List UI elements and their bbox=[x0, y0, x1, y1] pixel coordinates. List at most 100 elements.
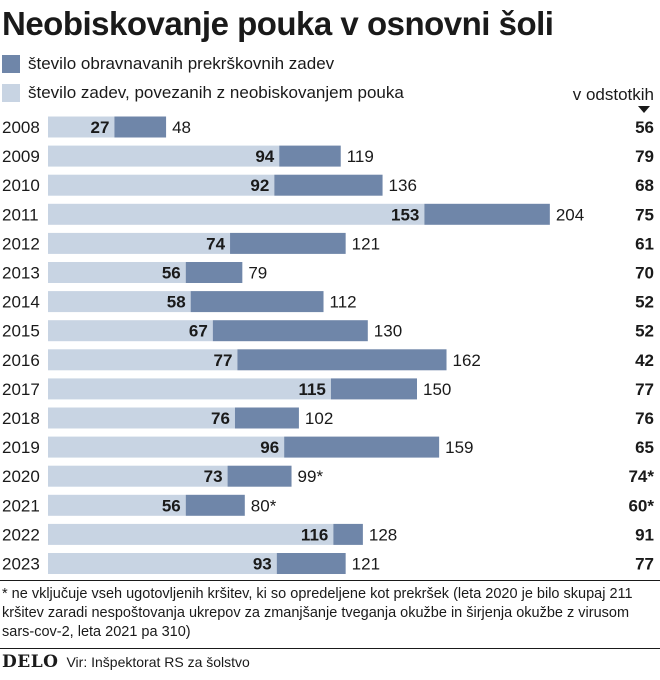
percent-value: 77 bbox=[635, 555, 654, 574]
bar-light bbox=[48, 378, 331, 400]
bar-dark bbox=[330, 378, 417, 400]
bar-dark-value: 159 bbox=[445, 438, 473, 457]
year-label: 2019 bbox=[2, 438, 40, 457]
bar-light bbox=[48, 203, 425, 225]
year-label: 2015 bbox=[2, 322, 40, 341]
bar-dark bbox=[185, 262, 243, 283]
bar-dark bbox=[274, 174, 383, 196]
bar-dark-value: 102 bbox=[305, 409, 333, 428]
percent-header-arrow-icon bbox=[638, 106, 650, 113]
year-label: 2021 bbox=[2, 496, 40, 515]
year-label: 2023 bbox=[2, 555, 40, 574]
year-label: 2020 bbox=[2, 467, 40, 486]
bar-dark-value: 150 bbox=[423, 380, 451, 399]
legend-label-light: število zadev, povezanih z neobiskovanje… bbox=[28, 83, 404, 102]
source-note: Vir: Inšpektorat RS za šolstvo bbox=[66, 654, 250, 670]
percent-value: 79 bbox=[635, 147, 654, 166]
percent-value: 60* bbox=[628, 496, 654, 515]
bar-light bbox=[48, 465, 228, 487]
year-label: 2016 bbox=[2, 351, 40, 370]
year-label: 2011 bbox=[2, 205, 39, 224]
percent-value: 52 bbox=[635, 293, 654, 312]
bar-dark bbox=[190, 291, 324, 313]
bar-light-value: 77 bbox=[213, 351, 232, 370]
bar-light bbox=[48, 116, 115, 138]
bar-dark bbox=[237, 349, 447, 371]
bar-chart: 2008 27 48 56 2009 94 119 79 2010 92 136 68 2011 153 2… bbox=[2, 116, 654, 574]
year-label: 2008 bbox=[2, 118, 40, 137]
bar-dark bbox=[227, 465, 292, 487]
bar-light bbox=[48, 320, 213, 342]
bar-dark-value: 130 bbox=[374, 322, 402, 341]
year-label: 2014 bbox=[2, 293, 40, 312]
percent-value: 77 bbox=[635, 380, 654, 399]
percent-value: 70 bbox=[635, 264, 654, 283]
percent-value: 42 bbox=[635, 351, 654, 370]
bar-dark bbox=[276, 553, 346, 574]
year-label: 2022 bbox=[2, 525, 40, 544]
percent-column-header: v odstotkih bbox=[572, 85, 654, 104]
bar-dark bbox=[114, 116, 167, 138]
bar-light-value: 115 bbox=[298, 380, 325, 399]
bar-dark bbox=[279, 145, 341, 167]
footnote: * ne vključuje vseh ugotovljenih kršitev… bbox=[2, 586, 633, 640]
legend-item-light: število zadev, povezanih z neobiskovanje… bbox=[2, 81, 404, 105]
bar-light bbox=[48, 436, 285, 458]
bar-dark bbox=[333, 523, 363, 545]
year-label: 2013 bbox=[2, 264, 40, 283]
percent-value: 74* bbox=[628, 467, 654, 486]
divider-top bbox=[0, 580, 660, 581]
bar-light-value: 153 bbox=[391, 205, 419, 224]
legend-item-dark: število obravnavanih prekrškovnih zadev bbox=[2, 52, 334, 76]
bar-dark-value: 48 bbox=[172, 118, 191, 137]
legend-label-dark: število obravnavanih prekrškovnih zadev bbox=[28, 54, 335, 73]
bar-light-value: 93 bbox=[253, 555, 272, 574]
percent-value: 61 bbox=[635, 234, 654, 253]
bar-dark-value: 79 bbox=[248, 264, 267, 283]
bar-dark-value: 121 bbox=[352, 555, 380, 574]
bar-light-value: 96 bbox=[260, 438, 279, 457]
bar-light-value: 67 bbox=[189, 322, 208, 341]
bar-light bbox=[48, 553, 277, 574]
year-label: 2009 bbox=[2, 147, 40, 166]
bar-dark-value: 136 bbox=[389, 176, 417, 195]
bar-light bbox=[48, 232, 231, 254]
bar-light-value: 94 bbox=[255, 147, 274, 166]
bar-dark bbox=[230, 232, 346, 254]
bar-dark-value: 162 bbox=[453, 351, 481, 370]
bar-dark-value: 80* bbox=[251, 496, 277, 515]
divider-bottom bbox=[0, 648, 660, 649]
bar-dark bbox=[284, 436, 440, 458]
bar-light bbox=[48, 291, 191, 313]
bar-light-value: 56 bbox=[162, 264, 181, 283]
bar-light bbox=[48, 145, 280, 167]
bar-dark-value: 99* bbox=[298, 467, 324, 486]
percent-value: 65 bbox=[635, 438, 654, 457]
bar-light bbox=[48, 262, 186, 283]
bar-dark bbox=[185, 494, 245, 516]
bar-dark bbox=[212, 320, 368, 342]
year-label: 2018 bbox=[2, 409, 40, 428]
bar-light-value: 27 bbox=[90, 118, 109, 137]
bar-light-value: 76 bbox=[211, 409, 230, 428]
year-label: 2012 bbox=[2, 234, 40, 253]
percent-value: 68 bbox=[635, 176, 654, 195]
bar-light bbox=[48, 494, 186, 516]
bar-light bbox=[48, 523, 334, 545]
percent-value: 76 bbox=[635, 409, 654, 428]
bar-light-value: 56 bbox=[162, 496, 181, 515]
bar-light-value: 73 bbox=[204, 467, 223, 486]
bar-light-value: 58 bbox=[167, 293, 186, 312]
bar-dark-value: 119 bbox=[347, 147, 374, 166]
bar-dark-value: 204 bbox=[556, 205, 584, 224]
bar-dark-value: 112 bbox=[330, 293, 357, 312]
bar-light bbox=[48, 174, 275, 196]
legend-swatch-dark bbox=[2, 55, 20, 73]
bar-light bbox=[48, 407, 235, 429]
bar-dark-value: 128 bbox=[369, 525, 397, 544]
percent-value: 52 bbox=[635, 322, 654, 341]
percent-value: 56 bbox=[635, 118, 654, 137]
percent-value: 91 bbox=[635, 525, 654, 544]
bar-dark bbox=[234, 407, 299, 429]
delo-logo: DELO bbox=[2, 652, 59, 672]
